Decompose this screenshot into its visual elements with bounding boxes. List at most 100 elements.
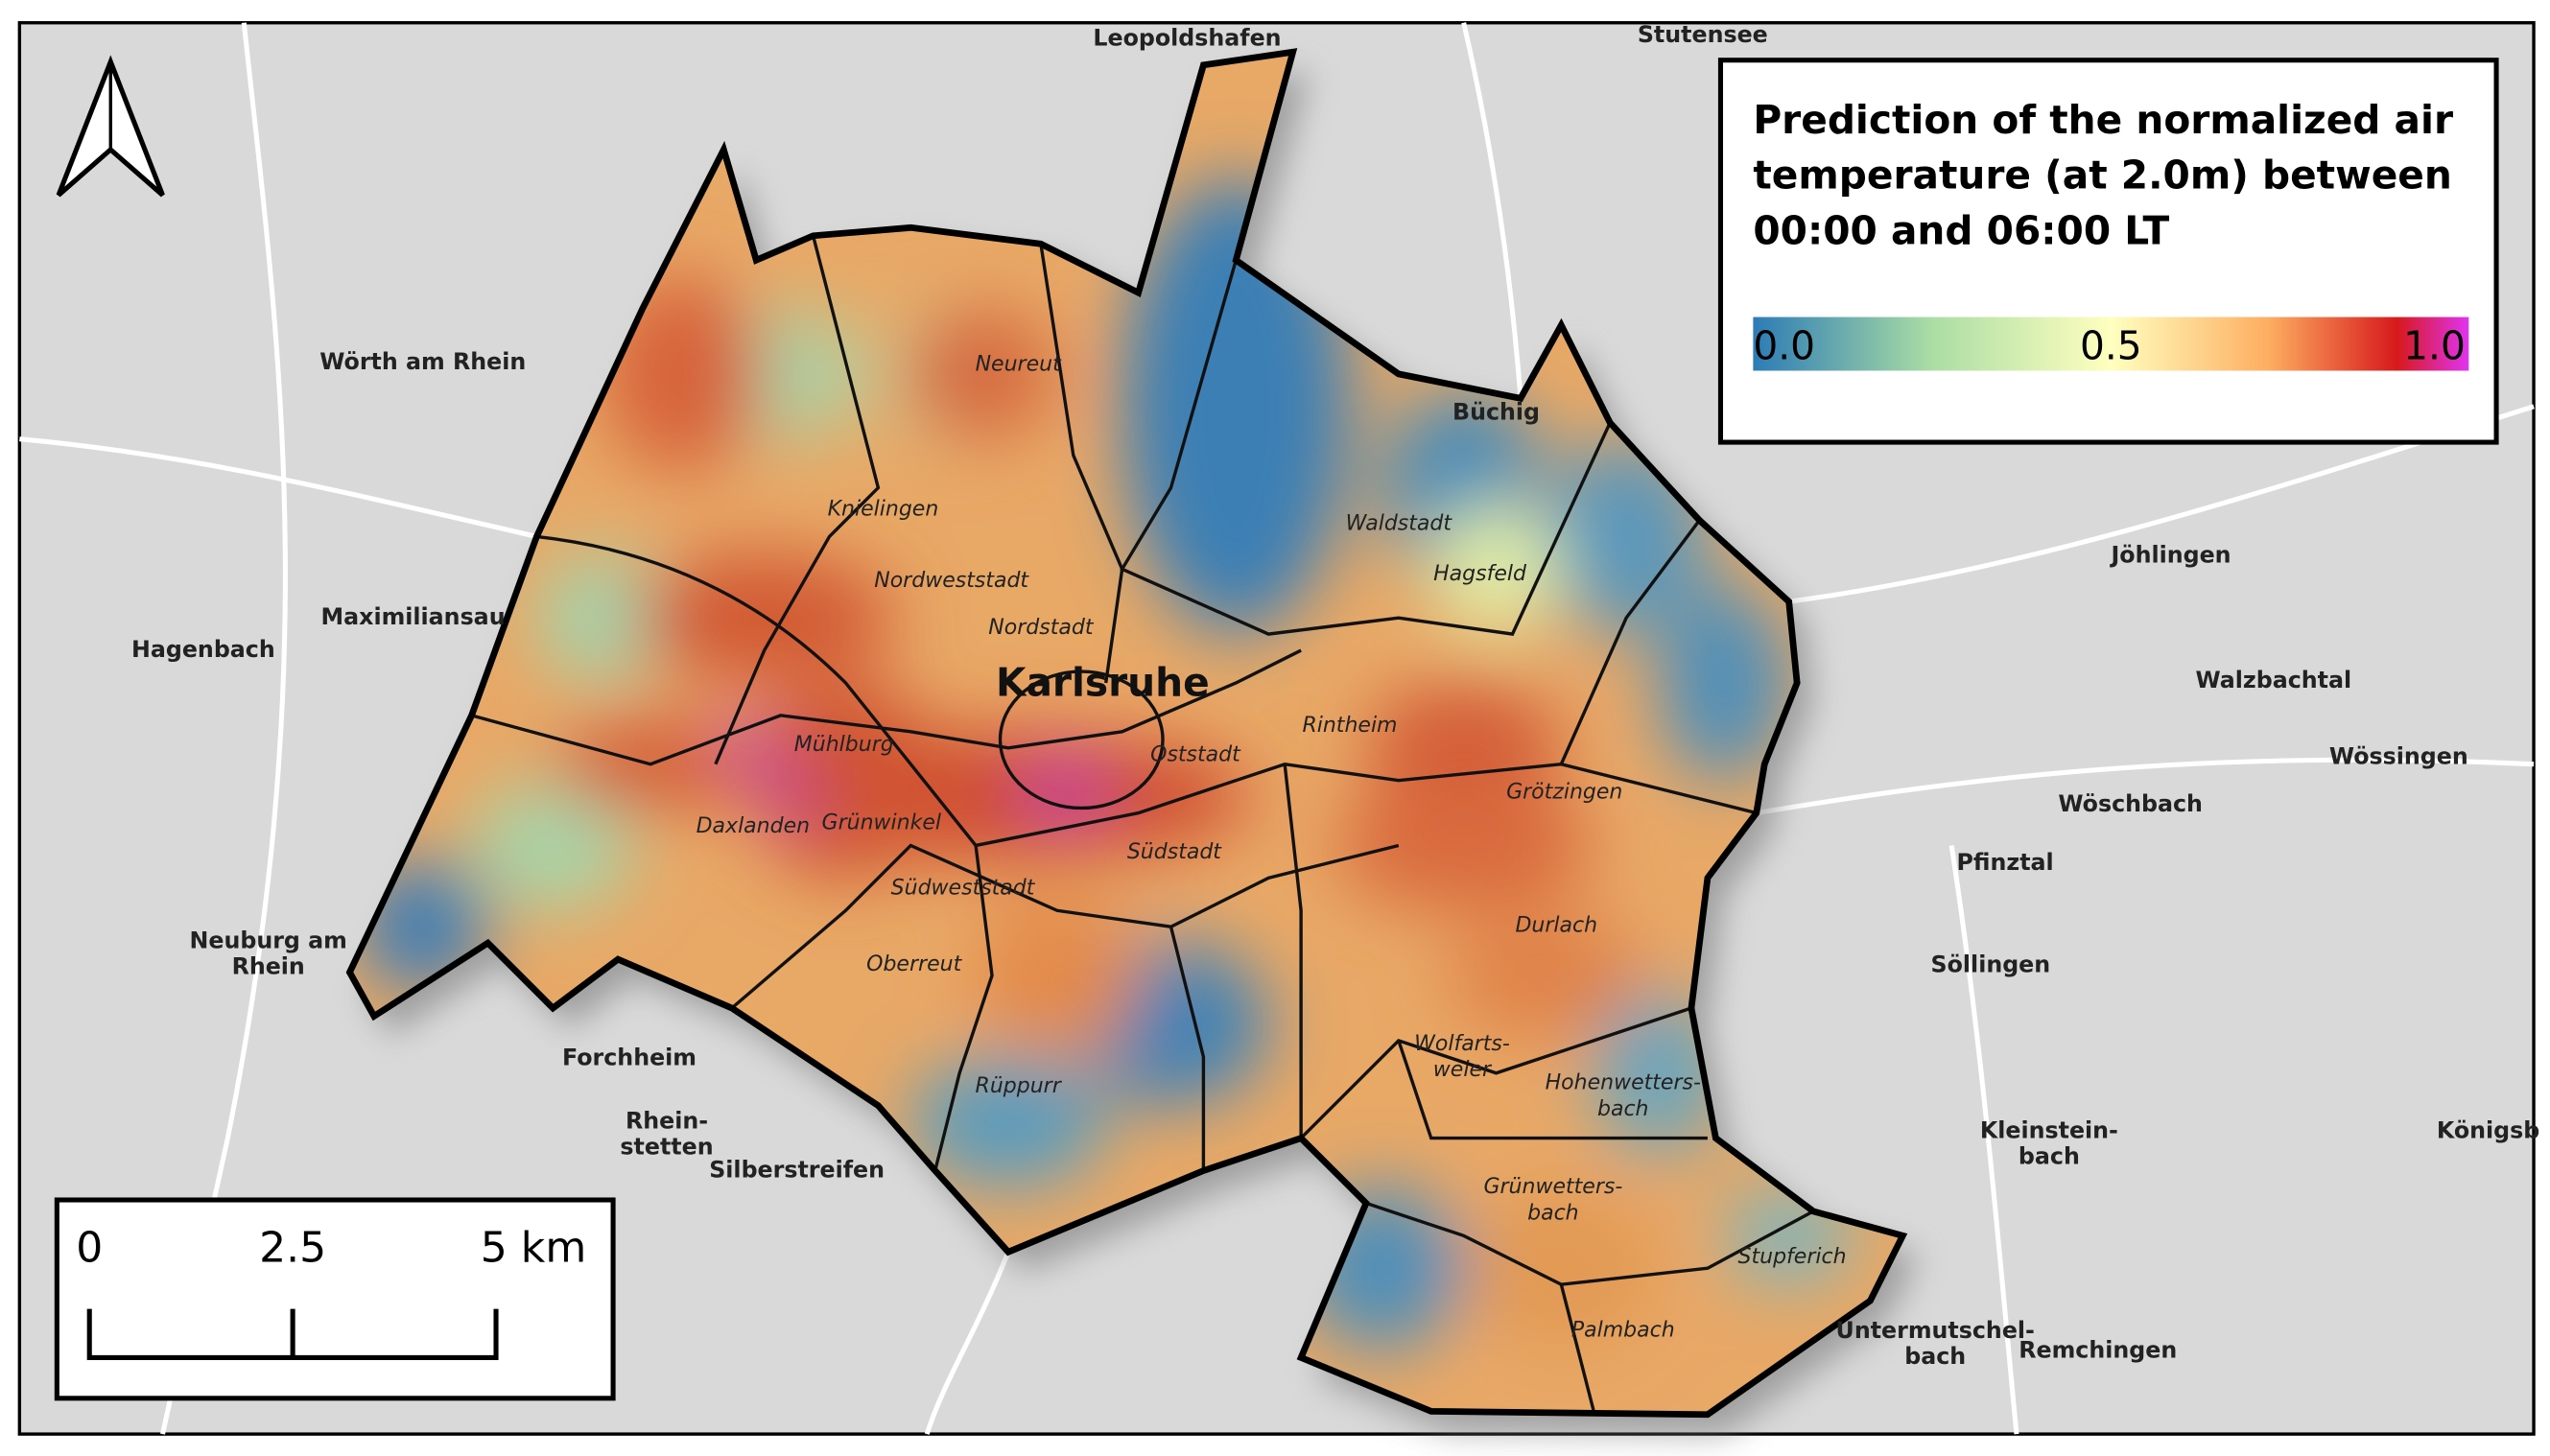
- place-label: Durlach: [1515, 913, 1597, 937]
- heat-blob: [894, 309, 1057, 439]
- heat-blob: [1447, 910, 1643, 1041]
- heat-blob: [536, 552, 668, 683]
- place-label: bach: [1904, 1343, 1966, 1370]
- scale-bar: 0 2.5 5 km: [54, 1197, 616, 1401]
- place-label: Waldstadt: [1346, 512, 1453, 536]
- place-label: Oststadt: [1150, 742, 1241, 766]
- scale-line: [86, 1308, 499, 1360]
- place-label: Pfinztal: [1957, 849, 2054, 876]
- border: [933, 845, 994, 1171]
- road: [160, 22, 288, 1435]
- border: [714, 235, 881, 765]
- road: [924, 1251, 1011, 1435]
- place-label: weier: [1433, 1058, 1493, 1082]
- scale-box: [54, 1197, 616, 1401]
- border: [1397, 1040, 1708, 1140]
- place-label: Rhein-: [626, 1107, 708, 1134]
- place-label: Wolfarts-: [1414, 1032, 1510, 1056]
- place-label: Söllingen: [1931, 951, 2051, 978]
- place-label: Königsb: [2437, 1117, 2539, 1144]
- border: [536, 534, 1758, 848]
- border: [1299, 1006, 1692, 1139]
- road: [1756, 757, 2535, 816]
- border: [1559, 1283, 1595, 1412]
- border: [1559, 519, 1701, 765]
- border: [1283, 763, 1303, 1139]
- place-label: Südweststadt: [891, 876, 1036, 900]
- place-label: Remchingen: [2019, 1336, 2177, 1363]
- heat-blob: [1463, 1186, 1660, 1350]
- road: [1948, 845, 2019, 1435]
- place-label: Silberstreifen: [709, 1156, 885, 1183]
- scale-label: 0: [76, 1223, 103, 1272]
- place-label: Wössingen: [2329, 743, 2468, 770]
- heat-blob: [602, 276, 765, 472]
- legend: Prediction of the normalized air tempera…: [1717, 58, 2499, 445]
- heat-blob: [1594, 992, 1724, 1155]
- place-label: Rintheim: [1302, 714, 1397, 738]
- place-label: Mühlburg: [794, 733, 894, 757]
- ring: [998, 669, 1165, 810]
- legend-box: [1717, 58, 2499, 445]
- city-label: Karlsruhe: [996, 660, 1210, 706]
- road: [19, 436, 537, 539]
- place-label: Nordstadt: [988, 616, 1095, 640]
- place-label: Daxlanden: [697, 814, 811, 838]
- place-label: Grötzingen: [1506, 780, 1622, 804]
- north-arrow: [56, 55, 165, 198]
- district-borders: [471, 235, 1814, 1412]
- place-label: Rhein: [232, 952, 305, 979]
- place-label: Palmbach: [1571, 1318, 1675, 1342]
- place-label: Südstadt: [1127, 840, 1222, 864]
- place-label: Rüppurr: [976, 1074, 1063, 1098]
- heat-blob: [471, 780, 635, 911]
- place-label: Büchig: [1452, 398, 1540, 425]
- place-label: Neureut: [976, 352, 1063, 376]
- labels: Karlsruhe Leopoldshafen Stutensee Wörth am …: [131, 21, 2539, 1370]
- heat-blob: [1659, 585, 1789, 781]
- legend-title: 00:00 and 06:00 LT: [1753, 207, 2169, 253]
- place-label: Grünwetters-: [1483, 1175, 1622, 1199]
- border: [471, 648, 1302, 766]
- place-label: Untermutschel-: [1836, 1317, 2035, 1344]
- place-label: Kleinstein-: [1980, 1117, 2118, 1144]
- place-label: bach: [1527, 1201, 1579, 1225]
- scale-label: 5 km: [481, 1223, 586, 1272]
- heat-blob: [357, 861, 488, 993]
- place-label: Grünwinkel: [822, 811, 942, 835]
- place-label: Wörth am Rhein: [319, 348, 526, 375]
- border: [1169, 926, 1206, 1171]
- legend-tick: 0.5: [2080, 323, 2142, 369]
- place-label: Hohenwetters-: [1546, 1071, 1701, 1095]
- place-label: Leopoldshafen: [1093, 24, 1281, 51]
- border: [730, 843, 1400, 1010]
- legend-title: Prediction of the normalized air: [1753, 97, 2453, 143]
- place-label: bach: [2019, 1143, 2080, 1170]
- heat-blob: [1024, 775, 1106, 809]
- legend-tick: 1.0: [2403, 323, 2466, 369]
- heat-blob: [976, 894, 1139, 1057]
- place-label: Wöschbach: [2058, 790, 2203, 817]
- place-label: Knielingen: [828, 497, 939, 521]
- place-label: Jöhlingen: [2109, 542, 2231, 569]
- color-ramp: [1753, 317, 2469, 371]
- place-label: Maximiliansau: [321, 603, 506, 630]
- place-label: Stutensee: [1638, 21, 1768, 48]
- heat-blob: [772, 780, 812, 813]
- border: [1039, 244, 1124, 684]
- legend-title: temperature (at 2.0m) between: [1753, 153, 2451, 199]
- place-label: Hagenbach: [131, 636, 275, 663]
- heat-blob: [747, 682, 944, 879]
- scale-label: 2.5: [259, 1223, 326, 1272]
- place-label: Neuburg am: [190, 927, 347, 953]
- heat-blob: [728, 728, 768, 768]
- place-label: Hagsfeld: [1433, 562, 1527, 586]
- place-label: bach: [1597, 1097, 1649, 1121]
- place-label: stetten: [620, 1134, 713, 1161]
- road: [1461, 22, 1523, 399]
- place-label: Nordweststadt: [874, 569, 1029, 593]
- place-label: Stupferich: [1738, 1245, 1847, 1269]
- legend-tick: 0.0: [1753, 323, 1815, 369]
